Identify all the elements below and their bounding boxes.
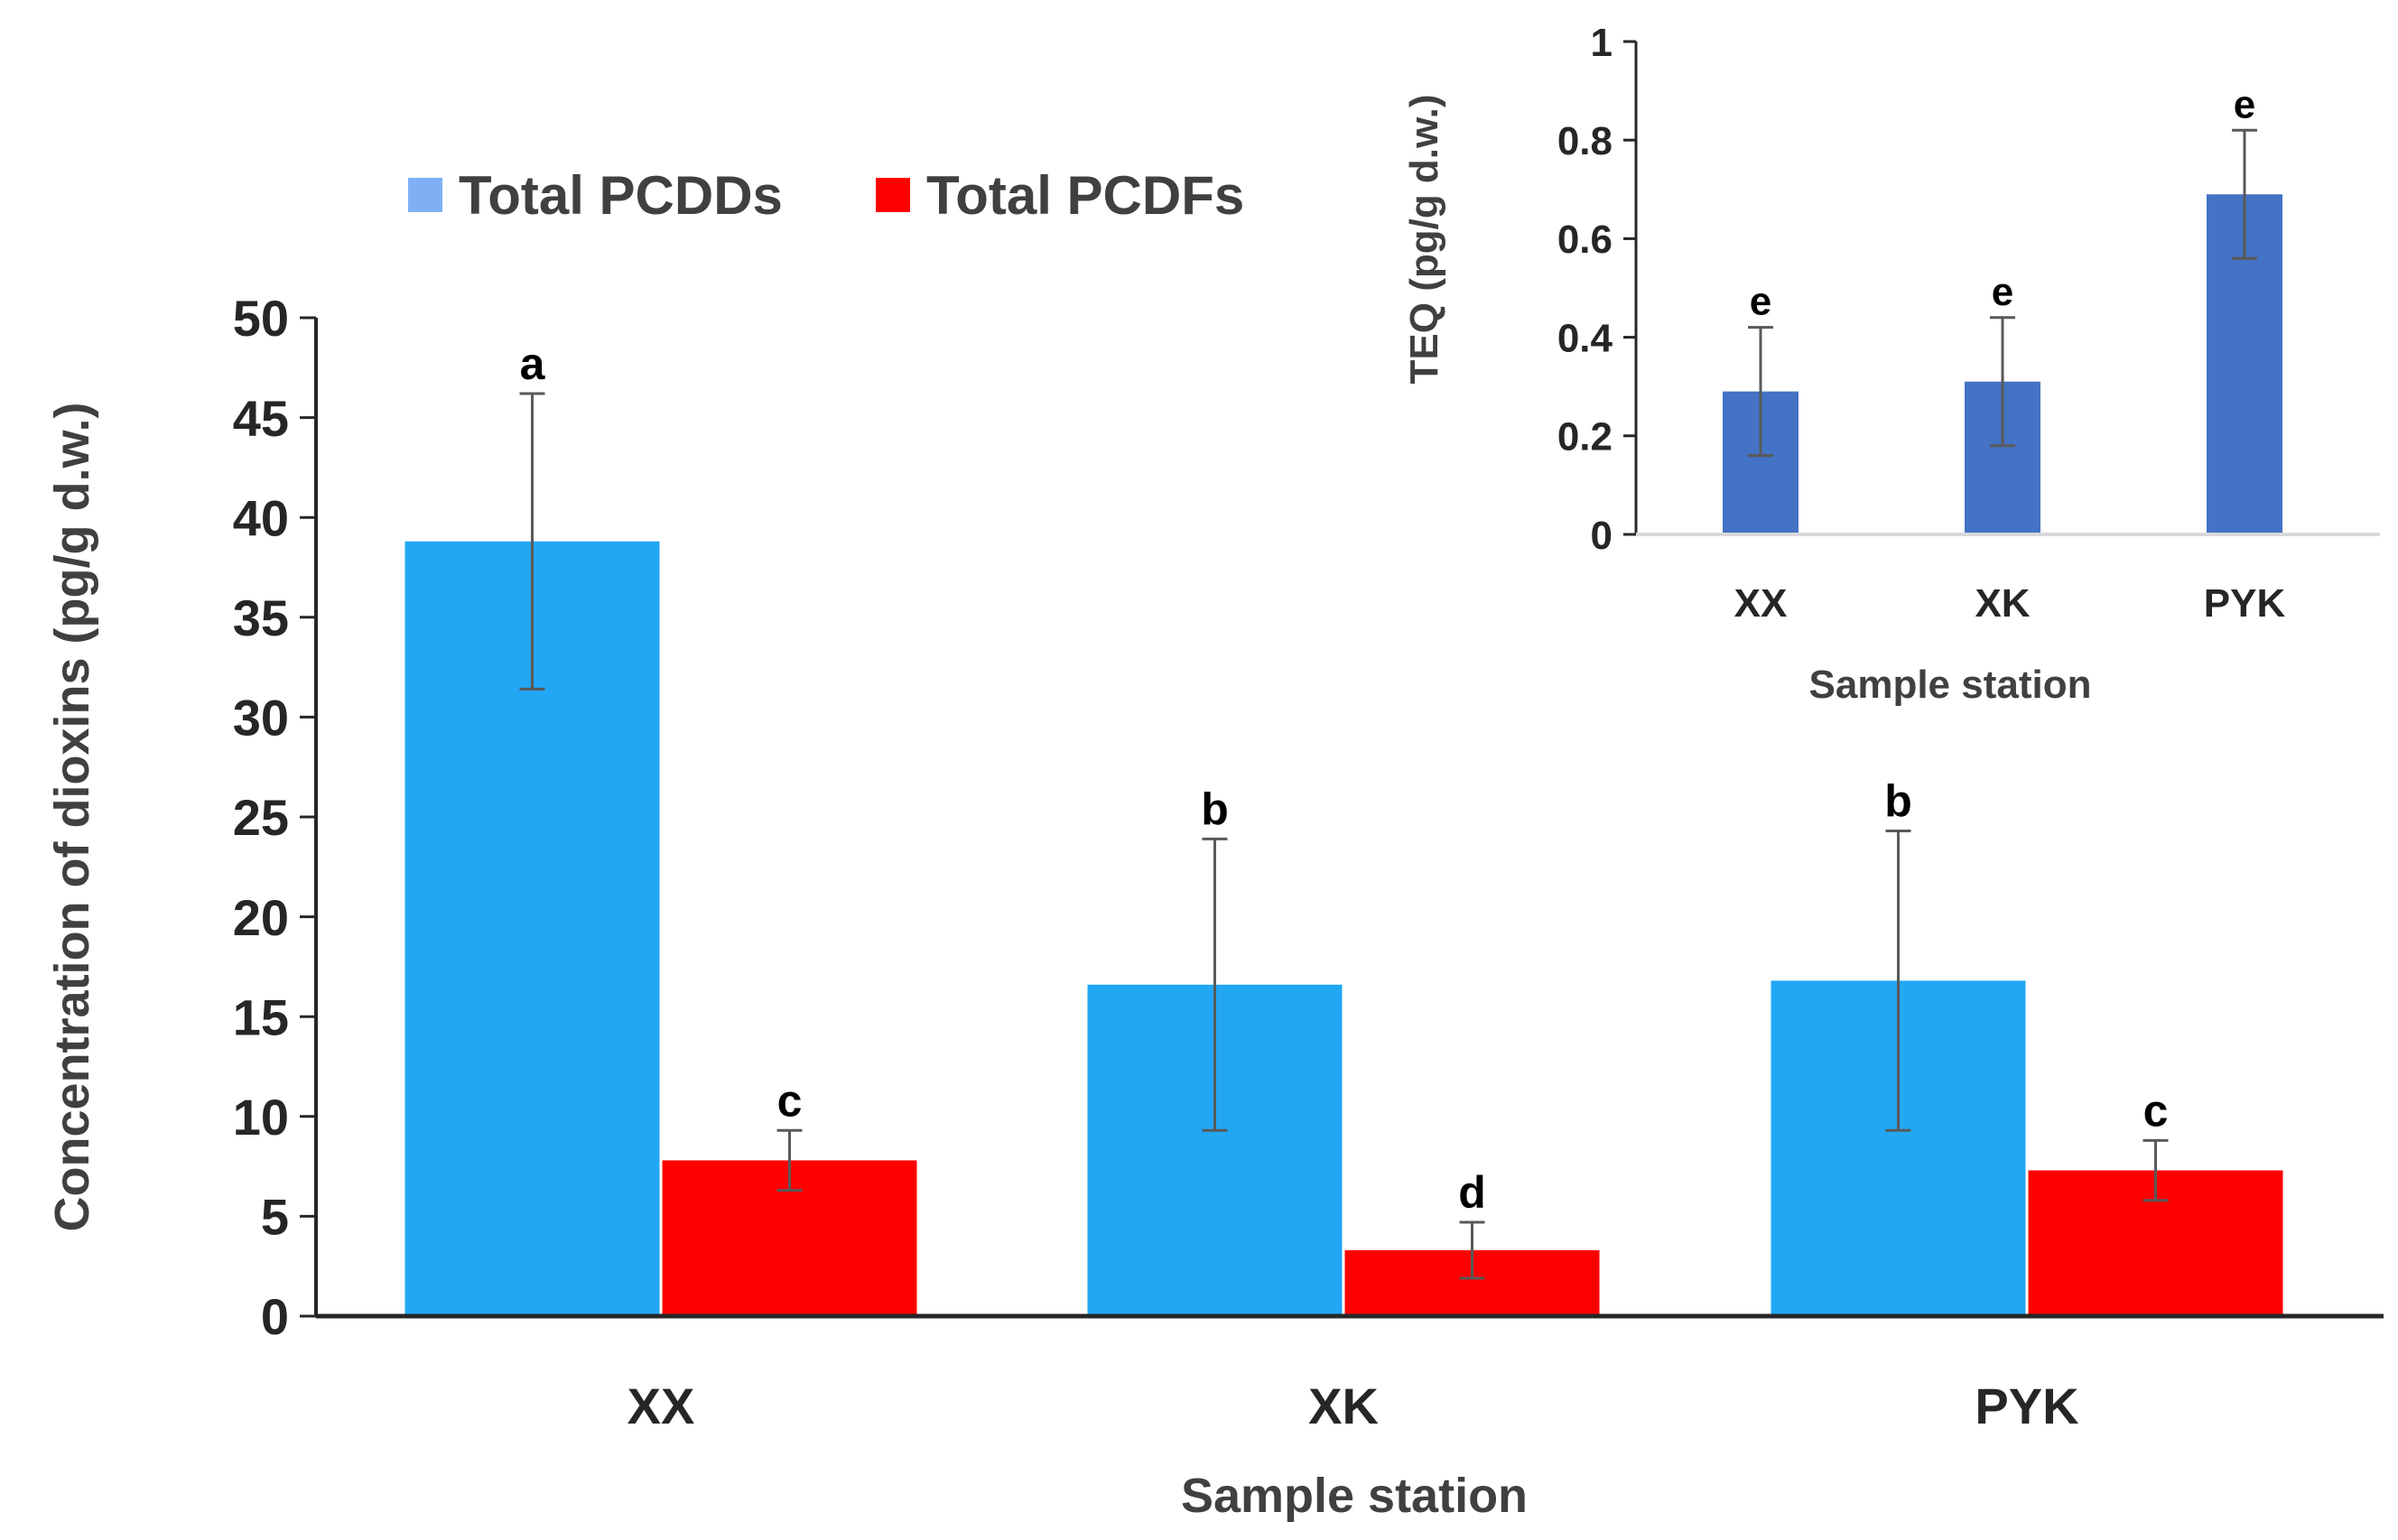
legend-swatch-pcdfs <box>876 178 910 212</box>
in-y-tick-label-2: 0.4 <box>1557 316 1613 360</box>
main-y-tick-label-0: 0 <box>261 1288 289 1345</box>
main-sig-label-pyk-s1: c <box>2143 1085 2169 1136</box>
main-sig-label-xx-s1: c <box>777 1075 803 1126</box>
main-category-label-pyk: PYK <box>1975 1378 2078 1434</box>
main-y-tick-label-5: 25 <box>233 789 289 846</box>
main-category-label-xx: XX <box>627 1378 695 1434</box>
main-y-tick-label-3: 15 <box>233 988 289 1045</box>
main-y-tick-label-8: 40 <box>233 489 289 546</box>
main-y-tick-label-7: 35 <box>233 589 289 646</box>
main-y-tick-label-10: 50 <box>233 290 289 347</box>
main-sig-label-xx-s0: a <box>520 339 546 389</box>
in-category-label-xk: XK <box>1975 581 2030 626</box>
in-category-label-xx: XX <box>1734 581 1788 626</box>
inset-category-labels: XX XK PYK <box>1734 581 2286 626</box>
inset-x-axis-title: Sample station <box>1809 663 2092 707</box>
main-x-axis-title: Sample station <box>1181 1469 1528 1523</box>
legend-label-pcdfs: Total PCDFs <box>926 165 1244 226</box>
main-sig-label-pyk-s0: b <box>1884 775 1912 826</box>
in-sig-label-pyk-s0: e <box>2234 82 2255 126</box>
in-y-tick-label-1: 0.2 <box>1557 415 1613 459</box>
main-legend: Total PCDDs Total PCDFs <box>408 165 1244 226</box>
inset-significance-labels: e e e <box>1750 82 2255 323</box>
main-y-tick-label-2: 10 <box>233 1089 289 1146</box>
in-sig-label-xx-s0: e <box>1750 280 1771 324</box>
main-y-tick-label-9: 45 <box>233 390 289 447</box>
main-chart: Total PCDDs Total PCDFs 0 5 10 15 20 25 30 35 40… <box>45 165 2384 1523</box>
main-bars <box>404 541 2283 1316</box>
main-category-labels: XX XK PYK <box>627 1378 2079 1434</box>
in-sig-label-xk-s0: e <box>1992 270 2013 314</box>
inset-error-bars <box>1748 128 2257 458</box>
legend-label-pcdds: Total PCDDs <box>459 165 783 226</box>
main-category-label-xk: XK <box>1308 1378 1379 1434</box>
in-y-tick-label-4: 0.8 <box>1557 119 1613 163</box>
main-sig-label-xk-s1: d <box>1458 1167 1486 1218</box>
main-sig-label-xk-s0: b <box>1201 784 1229 834</box>
inset-y-axis-title: TEQ (pg/g d.w.) <box>1402 95 1446 385</box>
in-category-label-pyk: PYK <box>2204 581 2286 626</box>
legend-swatch-pcdds <box>408 178 442 212</box>
in-y-tick-label-5: 1 <box>1591 21 1613 65</box>
main-error-bars <box>519 392 2169 1280</box>
main-y-axis-title: Concentration of dioxins (pg/g d.w.) <box>45 403 99 1232</box>
main-y-tick-label-1: 5 <box>261 1189 289 1246</box>
inset-y-axis-ticks: 0 0.2 0.4 0.6 0.8 1 <box>1557 21 1636 558</box>
main-y-tick-label-6: 30 <box>233 690 289 747</box>
main-significance-labels: a c b d b c <box>520 339 2169 1218</box>
main-y-tick-label-4: 20 <box>233 889 289 946</box>
in-y-tick-label-0: 0 <box>1591 514 1613 558</box>
in-y-tick-label-3: 0.6 <box>1557 218 1613 262</box>
inset-chart: 0 0.2 0.4 0.6 0.8 1 e e e XX XK PYK Sample statio… <box>1402 21 2380 707</box>
main-y-axis-ticks: 0 5 10 15 20 25 30 35 40 45 50 <box>233 290 316 1345</box>
